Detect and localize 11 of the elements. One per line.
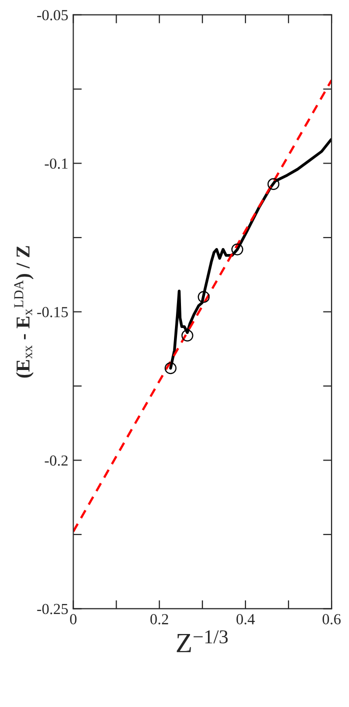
x-tick-label: 0: [70, 614, 77, 624]
x-tick-label: 0.2: [150, 614, 168, 624]
x-tick-label: 0.4: [236, 614, 255, 624]
y-tick-label: -0.1: [44, 158, 68, 169]
y-axis-title: (E$_{xx}$ - E$_{x}$$^{LDA}$) / Z: [14, 246, 34, 378]
y-tick-label: -0.2: [44, 455, 68, 466]
y-tick-label: -0.05: [37, 10, 68, 20]
x-tick-label: 0.6: [322, 614, 341, 624]
y-tick-label: -0.25: [37, 604, 68, 614]
y-tick-label: -0.15: [37, 306, 68, 318]
x-axis-title: Z$^{−1/3}$: [176, 630, 228, 652]
